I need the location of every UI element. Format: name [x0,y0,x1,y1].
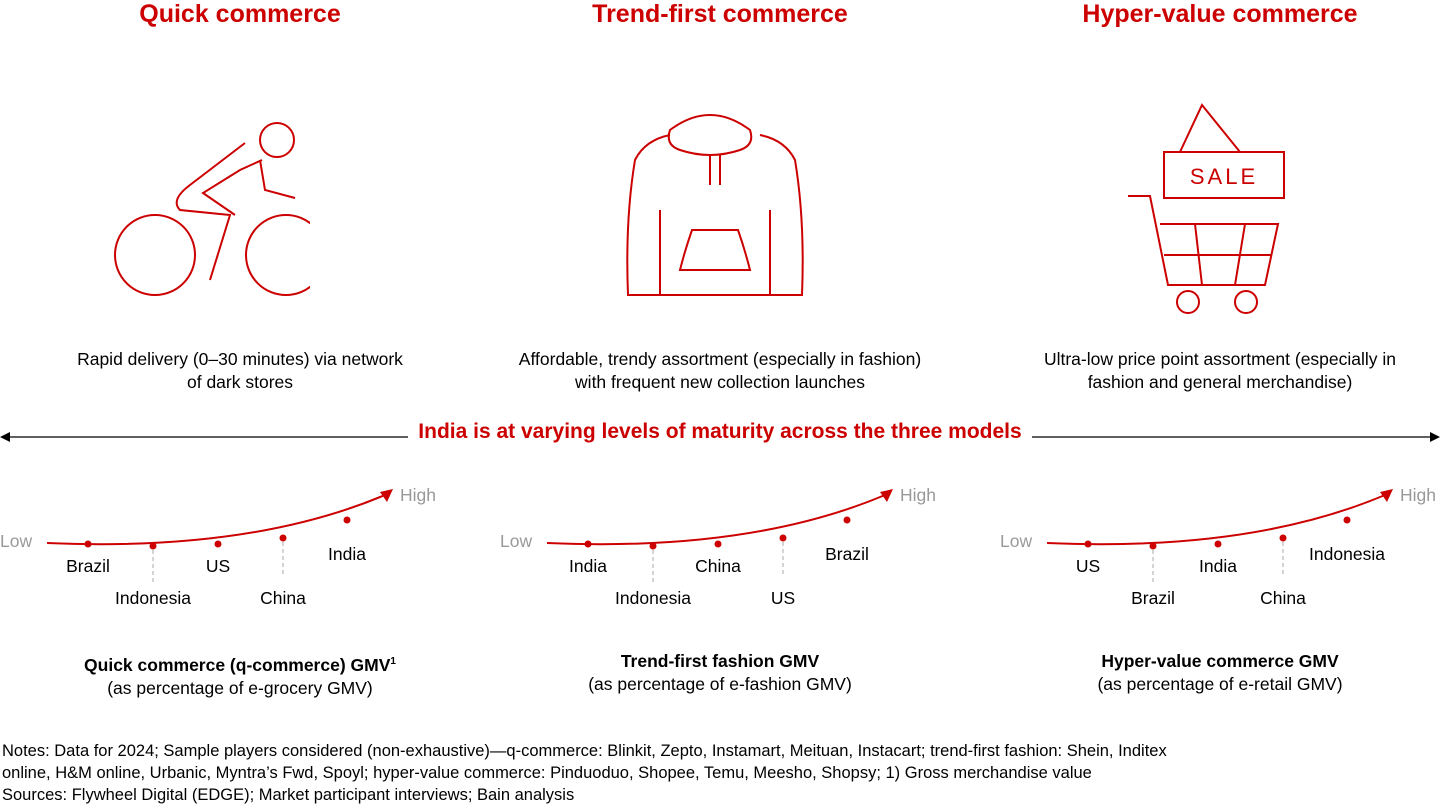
country-label: China [260,588,306,608]
high-label: High [900,485,936,505]
country-point [779,534,787,542]
low-label: Low [500,531,533,551]
caption-trend-first: Trend-first fashion GMV (as percentage of… [588,651,852,694]
country-point [1279,534,1287,542]
high-label: High [1400,485,1436,505]
sale-cart-icon: SALE [1128,103,1285,314]
maturity-scale: Low High US Brazil India China Indonesia [1000,480,1440,620]
country-label: US [770,588,796,608]
hoodie-icon [626,114,804,296]
country-point [649,542,657,550]
title-hyper-value-commerce: Hyper-value commerce [1082,0,1358,28]
country-label: China [1260,588,1306,608]
arrow-head-icon [880,489,893,502]
country-label: India [569,556,607,576]
country-point [584,540,592,548]
country-label: Brazil [66,556,110,576]
country-point [214,540,222,548]
country-point [714,540,722,548]
footnotes: Notes: Data for 2024; Sample players con… [2,742,1167,804]
low-label: Low [0,531,33,551]
country-point [1084,540,1092,548]
country-label: Indonesia [1309,544,1385,564]
country-point [1343,516,1351,524]
country-point [1214,540,1222,548]
high-label: High [400,485,436,505]
low-label: Low [1000,531,1033,551]
sale-sign-text: SALE [1190,164,1258,189]
country-label: China [695,556,741,576]
caption-quick-commerce: Quick commerce (q-commerce) GMV1 (as perc… [84,654,396,698]
title-trend-first-commerce: Trend-first commerce [592,0,848,28]
country-label: Brazil [1131,588,1175,608]
title-quick-commerce: Quick commerce [139,0,341,28]
description-quick-commerce: Rapid delivery (0–30 minutes) via networ… [77,349,403,392]
country-point [843,516,851,524]
country-label: Brazil [825,544,869,564]
maturity-curve [1046,489,1393,582]
maturity-scale: Low High Brazil Indonesia US China India [0,480,480,620]
country-label: India [328,544,366,564]
maturity-curve [546,489,893,582]
country-label: Indonesia [615,588,691,608]
arrow-head-icon [1380,489,1393,502]
arrow-head-icon [380,489,393,502]
country-point [1149,542,1157,550]
country-label: Indonesia [115,588,191,608]
maturity-banner: India is at varying levels of maturity a… [0,420,1440,444]
description-hyper-value: Ultra-low price point assortment (especi… [1043,349,1397,392]
country-label: US [1075,556,1101,576]
country-point [149,542,157,550]
country-point [279,534,287,542]
maturity-curve [46,489,393,582]
maturity-scale: Low High India Indonesia China US Brazil [500,480,980,620]
caption-hyper-value: Hyper-value commerce GMV (as percentage o… [1097,651,1343,694]
cyclist-icon [114,122,310,296]
description-trend-first: Affordable, trendy assortment (especiall… [518,349,922,392]
country-label: US [205,556,231,576]
country-label: India [1199,556,1237,576]
country-point [343,516,351,524]
country-point [84,540,92,548]
